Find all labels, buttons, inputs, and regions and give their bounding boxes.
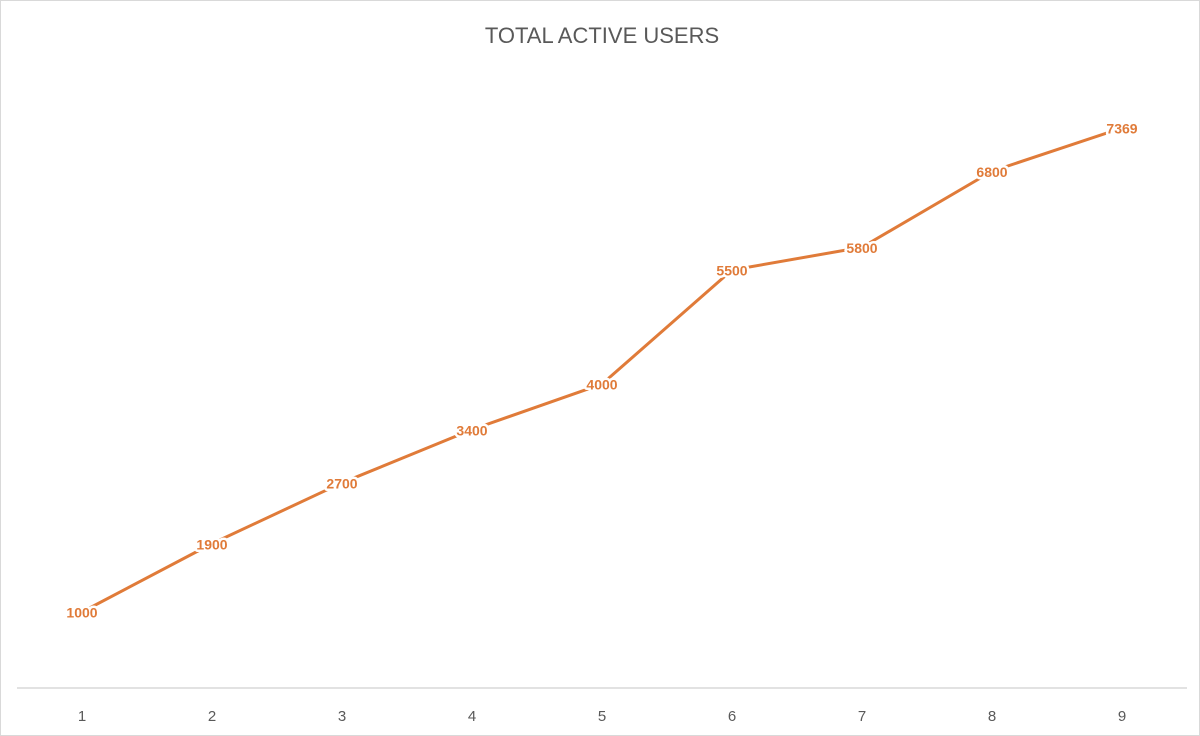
- x-tick-label: 9: [1118, 708, 1126, 725]
- x-tick-label: 8: [988, 708, 996, 725]
- data-label: 5800: [846, 240, 877, 256]
- x-tick-label: 6: [728, 708, 736, 725]
- data-label: 6800: [976, 164, 1007, 180]
- data-label: 1000: [66, 605, 97, 621]
- x-tick-label: 5: [598, 708, 606, 725]
- line: [80, 126, 1124, 614]
- chart-title: TOTAL ACTIVE USERS: [485, 23, 719, 48]
- x-tick-label: 4: [468, 708, 476, 725]
- data-label: 4000: [586, 377, 617, 393]
- x-tick-label: 7: [858, 708, 866, 725]
- x-tick-label: 2: [208, 708, 216, 725]
- x-tick-label: 1: [78, 708, 86, 725]
- data-label: 3400: [456, 422, 487, 438]
- data-label: 2700: [326, 476, 357, 492]
- x-tick-label: 3: [338, 708, 346, 725]
- data-label: 5500: [716, 263, 747, 279]
- data-label: 1900: [196, 536, 227, 552]
- data-label: 7369: [1106, 121, 1137, 137]
